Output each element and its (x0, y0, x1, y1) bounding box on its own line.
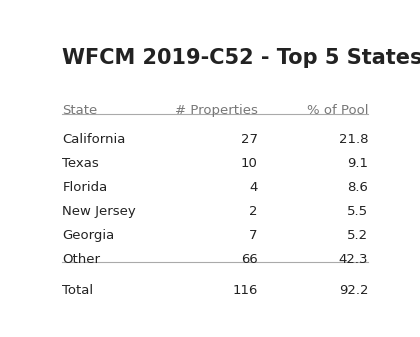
Text: 21.8: 21.8 (339, 132, 368, 146)
Text: 42.3: 42.3 (339, 253, 368, 266)
Text: Florida: Florida (62, 181, 108, 194)
Text: 9.1: 9.1 (347, 157, 368, 170)
Text: 4: 4 (249, 181, 257, 194)
Text: 10: 10 (241, 157, 257, 170)
Text: 7: 7 (249, 229, 257, 242)
Text: 5.2: 5.2 (347, 229, 368, 242)
Text: # Properties: # Properties (175, 104, 257, 117)
Text: 27: 27 (241, 132, 257, 146)
Text: 2: 2 (249, 205, 257, 218)
Text: 5.5: 5.5 (347, 205, 368, 218)
Text: State: State (62, 104, 97, 117)
Text: Total: Total (62, 284, 93, 297)
Text: 92.2: 92.2 (339, 284, 368, 297)
Text: WFCM 2019-C52 - Top 5 States: WFCM 2019-C52 - Top 5 States (62, 48, 420, 68)
Text: California: California (62, 132, 126, 146)
Text: 116: 116 (232, 284, 257, 297)
Text: % of Pool: % of Pool (307, 104, 368, 117)
Text: New Jersey: New Jersey (62, 205, 136, 218)
Text: Texas: Texas (62, 157, 99, 170)
Text: Georgia: Georgia (62, 229, 115, 242)
Text: Other: Other (62, 253, 100, 266)
Text: 66: 66 (241, 253, 257, 266)
Text: 8.6: 8.6 (347, 181, 368, 194)
